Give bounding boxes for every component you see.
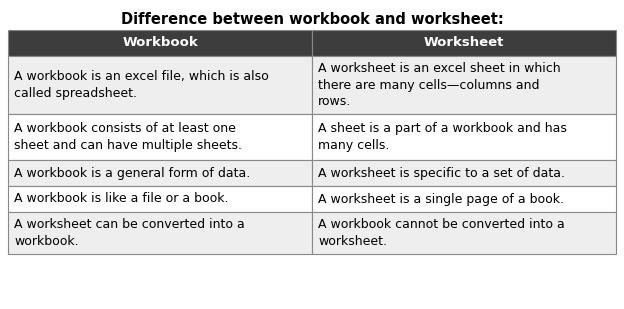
- Bar: [8, 30, 312, 56]
- Bar: [312, 186, 616, 212]
- Text: Difference between workbook and worksheet:: Difference between workbook and workshee…: [120, 12, 504, 27]
- Bar: [312, 114, 616, 160]
- Bar: [8, 186, 312, 212]
- Bar: [8, 56, 312, 114]
- Text: A workbook is an excel file, which is also
called spreadsheet.: A workbook is an excel file, which is al…: [14, 70, 269, 100]
- Text: A sheet is a part of a workbook and has
many cells.: A sheet is a part of a workbook and has …: [318, 122, 567, 152]
- Text: A workbook consists of at least one
sheet and can have multiple sheets.: A workbook consists of at least one shee…: [14, 122, 242, 152]
- Text: A workbook is like a file or a book.: A workbook is like a file or a book.: [14, 193, 228, 205]
- Text: A worksheet is a single page of a book.: A worksheet is a single page of a book.: [318, 193, 564, 205]
- Text: A worksheet can be converted into a
workbook.: A worksheet can be converted into a work…: [14, 218, 245, 248]
- Text: A workbook cannot be converted into a
worksheet.: A workbook cannot be converted into a wo…: [318, 218, 565, 248]
- Bar: [8, 212, 312, 254]
- Text: Workbook: Workbook: [122, 36, 198, 49]
- Text: Worksheet: Worksheet: [424, 36, 504, 49]
- Bar: [312, 160, 616, 186]
- Bar: [312, 30, 616, 56]
- Bar: [8, 114, 312, 160]
- Text: A worksheet is an excel sheet in which
there are many cells—columns and
rows.: A worksheet is an excel sheet in which t…: [318, 62, 560, 108]
- Text: A worksheet is specific to a set of data.: A worksheet is specific to a set of data…: [318, 167, 565, 180]
- Bar: [312, 56, 616, 114]
- Bar: [312, 212, 616, 254]
- Bar: [8, 160, 312, 186]
- Text: A workbook is a general form of data.: A workbook is a general form of data.: [14, 167, 250, 180]
